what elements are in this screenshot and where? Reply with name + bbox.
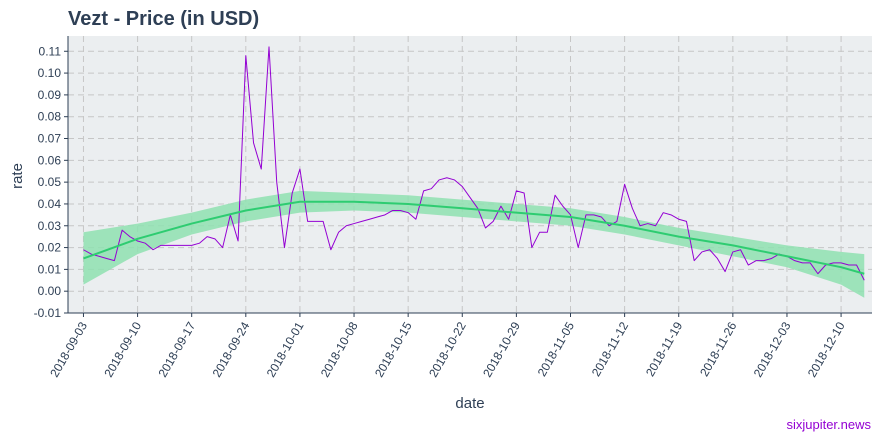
x-tick-label: 2018-10-01 — [264, 319, 307, 379]
x-tick-label: 2018-12-10 — [805, 319, 848, 379]
x-tick-label: 2018-10-08 — [318, 319, 361, 379]
x-tick-label: 2018-10-22 — [426, 319, 469, 379]
x-tick-label: 2018-11-19 — [643, 319, 686, 379]
x-axis-title: date — [455, 395, 484, 412]
x-axis-ticks: 2018-09-03 2018-09-10 2018-09-17 2018-09-24… — [47, 313, 848, 380]
y-tick-label: 0.07 — [38, 132, 62, 146]
x-tick-label: 2018-11-05 — [535, 319, 578, 379]
axes — [67, 36, 872, 314]
x-tick-label: 2018-09-03 — [47, 319, 90, 379]
y-tick-label: 0.00 — [38, 284, 62, 298]
price-line-layer — [83, 46, 865, 281]
plot-panel — [68, 36, 872, 313]
y-tick-label: -0.01 — [34, 306, 62, 320]
x-tick-label: 2018-10-15 — [372, 319, 415, 379]
x-tick-label: 2018-11-12 — [589, 319, 632, 379]
price-series-line — [83, 46, 865, 281]
y-axis-ticks: -0.01 0.00 0.01 0.02 0.03 0.04 0.05 0.06 0.07 0.0… — [34, 44, 68, 320]
confidence-band — [83, 190, 865, 298]
smooth-line-layer — [83, 200, 865, 275]
x-tick-label: 2018-12-03 — [751, 319, 794, 379]
x-tick-label: 2018-11-26 — [697, 319, 740, 379]
trend-line — [83, 200, 865, 275]
chart-title: Vezt - Price (in USD) — [68, 8, 259, 30]
y-tick-label: 0.06 — [38, 153, 62, 167]
x-tick-label: 2018-09-17 — [155, 319, 198, 379]
y-tick-label: 0.10 — [38, 66, 62, 80]
y-tick-label: 0.05 — [38, 175, 62, 189]
x-tick-label: 2018-09-10 — [101, 319, 144, 379]
x-tick-label: 2018-09-24 — [210, 319, 253, 379]
y-tick-label: 0.11 — [39, 44, 62, 58]
confidence-band-layer — [83, 190, 865, 298]
x-tick-label: 2018-10-29 — [480, 319, 523, 379]
y-tick-label: 0.02 — [38, 241, 62, 255]
y-tick-label: 0.09 — [38, 88, 62, 102]
y-axis-title: rate — [9, 163, 26, 189]
y-tick-label: 0.04 — [38, 197, 62, 211]
y-tick-label: 0.01 — [38, 262, 62, 276]
credit-label: sixjupiter.news — [786, 417, 871, 432]
y-tick-label: 0.03 — [38, 219, 62, 233]
y-tick-label: 0.08 — [38, 110, 62, 124]
